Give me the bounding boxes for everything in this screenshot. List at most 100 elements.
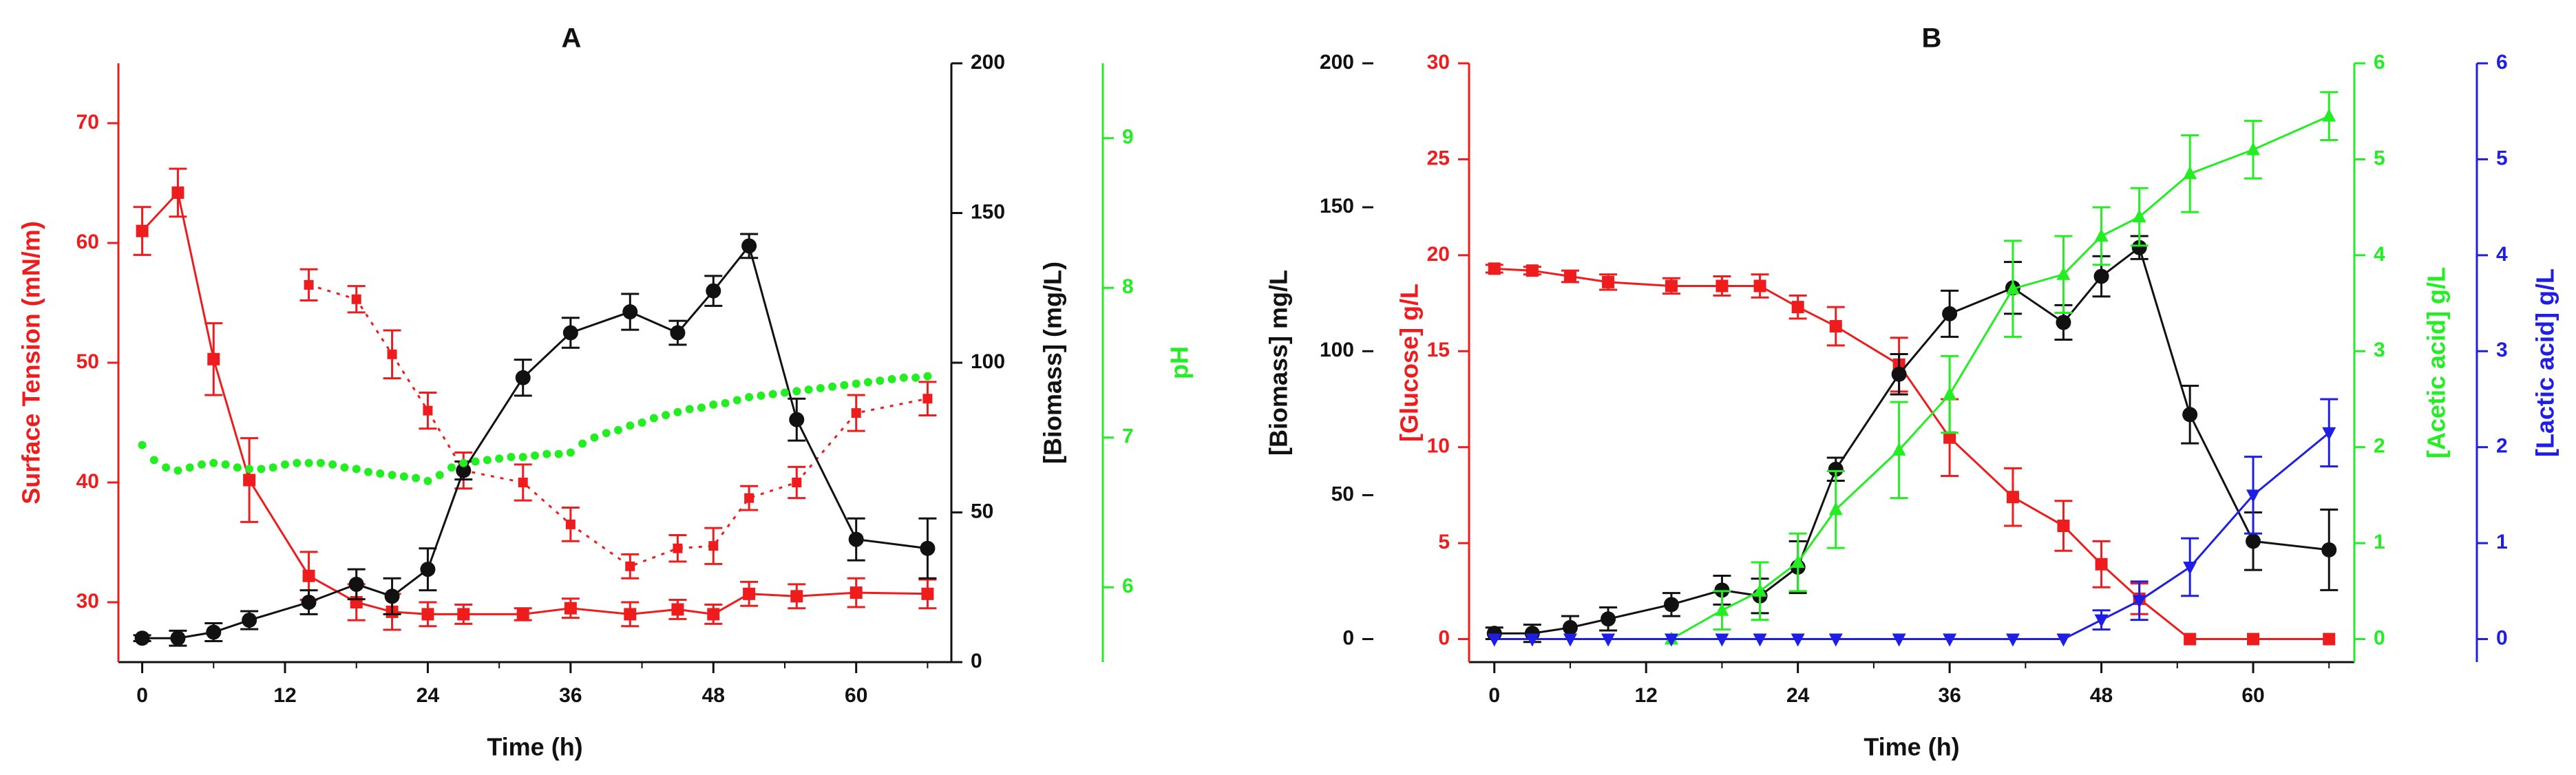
data-point	[207, 352, 220, 365]
series-surface_tension-0	[133, 167, 937, 631]
data-point	[921, 587, 934, 600]
data-point	[1753, 583, 1767, 597]
data-point	[206, 624, 222, 640]
lactic-tick-label: 4	[2496, 243, 2508, 266]
data-point	[2005, 281, 2020, 295]
data-point	[221, 460, 230, 469]
data-point	[268, 463, 277, 472]
data-point	[876, 376, 885, 385]
data-point	[233, 463, 242, 472]
data-point	[781, 388, 789, 397]
series-ph-3	[138, 372, 932, 485]
series-biomass-1	[1485, 235, 2339, 644]
data-point	[1891, 366, 1907, 382]
surface_tension-tick-label: 40	[76, 470, 99, 493]
data-point	[2323, 633, 2336, 646]
ph-tick-label: 9	[1122, 126, 1134, 149]
data-point	[2132, 595, 2146, 608]
data-point	[2057, 520, 2070, 533]
glucose-tick-label: 15	[1427, 339, 1450, 361]
acetic-tick-label: 1	[2374, 531, 2385, 553]
biomass-tick-label: 50	[971, 500, 993, 522]
data-point	[301, 595, 317, 610]
data-point	[209, 458, 218, 467]
data-point	[198, 460, 206, 469]
data-point	[566, 448, 575, 457]
data-point	[2246, 142, 2261, 156]
series-line	[141, 190, 928, 615]
data-point	[697, 403, 706, 412]
data-point	[792, 387, 801, 396]
data-point	[1715, 633, 1729, 647]
data-point	[1828, 502, 1843, 516]
data-point	[495, 454, 504, 463]
x-tick-label: 0	[1488, 684, 1500, 707]
data-point	[1791, 633, 1805, 647]
data-point	[281, 460, 289, 469]
data-point	[351, 294, 361, 304]
glucose-tick-label: 10	[1427, 435, 1450, 458]
data-point	[2183, 561, 2197, 575]
series-line	[308, 284, 928, 568]
x-tick-label: 48	[702, 684, 725, 707]
data-point	[707, 608, 720, 621]
biomass-tick-label: 150	[1320, 195, 1354, 217]
data-point	[840, 381, 849, 390]
acetic-axis-label: [Acetic acid] g/L	[2422, 267, 2451, 458]
data-point	[768, 390, 777, 399]
data-point	[1828, 633, 1843, 647]
data-point	[149, 456, 158, 465]
surface_tension-tick-label: 60	[76, 231, 99, 253]
series-line	[1494, 246, 2330, 635]
data-point	[138, 440, 147, 449]
data-point	[459, 458, 468, 467]
data-point	[1601, 633, 1616, 647]
glucose-axis-label: [Glucose] g/L	[1395, 284, 1424, 442]
data-point	[1663, 597, 1679, 613]
data-point	[1943, 387, 1957, 401]
data-point	[864, 378, 872, 387]
x-tick-label: 36	[1938, 684, 1961, 707]
lactic-tick-label: 6	[2496, 51, 2508, 74]
ph-tick-label: 6	[1122, 575, 1134, 597]
lactic-tick-label: 1	[2496, 531, 2508, 553]
data-point	[578, 439, 587, 448]
data-point	[173, 466, 182, 475]
data-point	[1563, 270, 1576, 283]
data-point	[304, 279, 314, 290]
data-point	[302, 569, 315, 582]
lactic-tick-label: 5	[2496, 147, 2508, 169]
data-point	[828, 382, 837, 391]
biomass-tick-label: 0	[1342, 626, 1354, 649]
series-line	[142, 244, 928, 639]
data-point	[2056, 315, 2071, 330]
data-point	[1601, 611, 1616, 627]
data-point	[743, 587, 756, 600]
glucose-tick-label: 30	[1427, 51, 1450, 74]
lactic-axis-label: [Lactic acid] g/L	[2531, 268, 2559, 457]
data-point	[457, 608, 470, 621]
series-glucose-0	[1485, 262, 2336, 646]
data-point	[352, 465, 361, 474]
data-point	[384, 588, 400, 604]
acetic-tick-label: 3	[2374, 339, 2385, 361]
x-tick-label: 12	[273, 684, 296, 707]
data-point	[887, 374, 896, 383]
data-point	[456, 463, 472, 478]
surface_tension-tick-label: 70	[76, 111, 99, 134]
data-point	[340, 463, 349, 472]
data-point	[136, 224, 149, 237]
data-point	[852, 379, 861, 388]
x-tick-label: 60	[2241, 684, 2264, 707]
data-point	[293, 458, 302, 467]
data-point	[789, 412, 805, 427]
data-point	[602, 429, 611, 438]
data-point	[257, 465, 266, 474]
data-point	[848, 531, 864, 547]
acetic-tick-label: 0	[2374, 626, 2385, 649]
data-point	[242, 613, 257, 628]
acetic-tick-label: 4	[2374, 243, 2385, 266]
data-point	[507, 453, 516, 462]
